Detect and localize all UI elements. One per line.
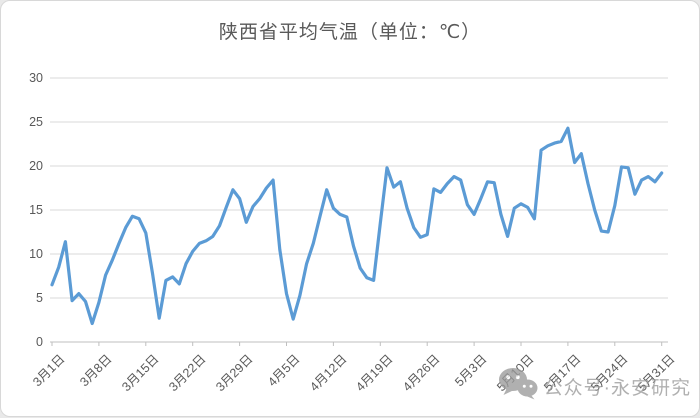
y-axis-label: 0 xyxy=(36,335,43,349)
y-axis-label: 15 xyxy=(29,203,43,217)
y-axis-label: 25 xyxy=(29,115,43,129)
y-axis-label: 10 xyxy=(29,247,43,261)
chart-title: 陕西省平均气温（单位：℃） xyxy=(218,22,482,43)
y-axis-label: 20 xyxy=(29,159,43,173)
y-axis-label: 30 xyxy=(29,71,43,85)
temperature-line xyxy=(50,126,664,326)
y-axis-label: 5 xyxy=(36,291,43,305)
